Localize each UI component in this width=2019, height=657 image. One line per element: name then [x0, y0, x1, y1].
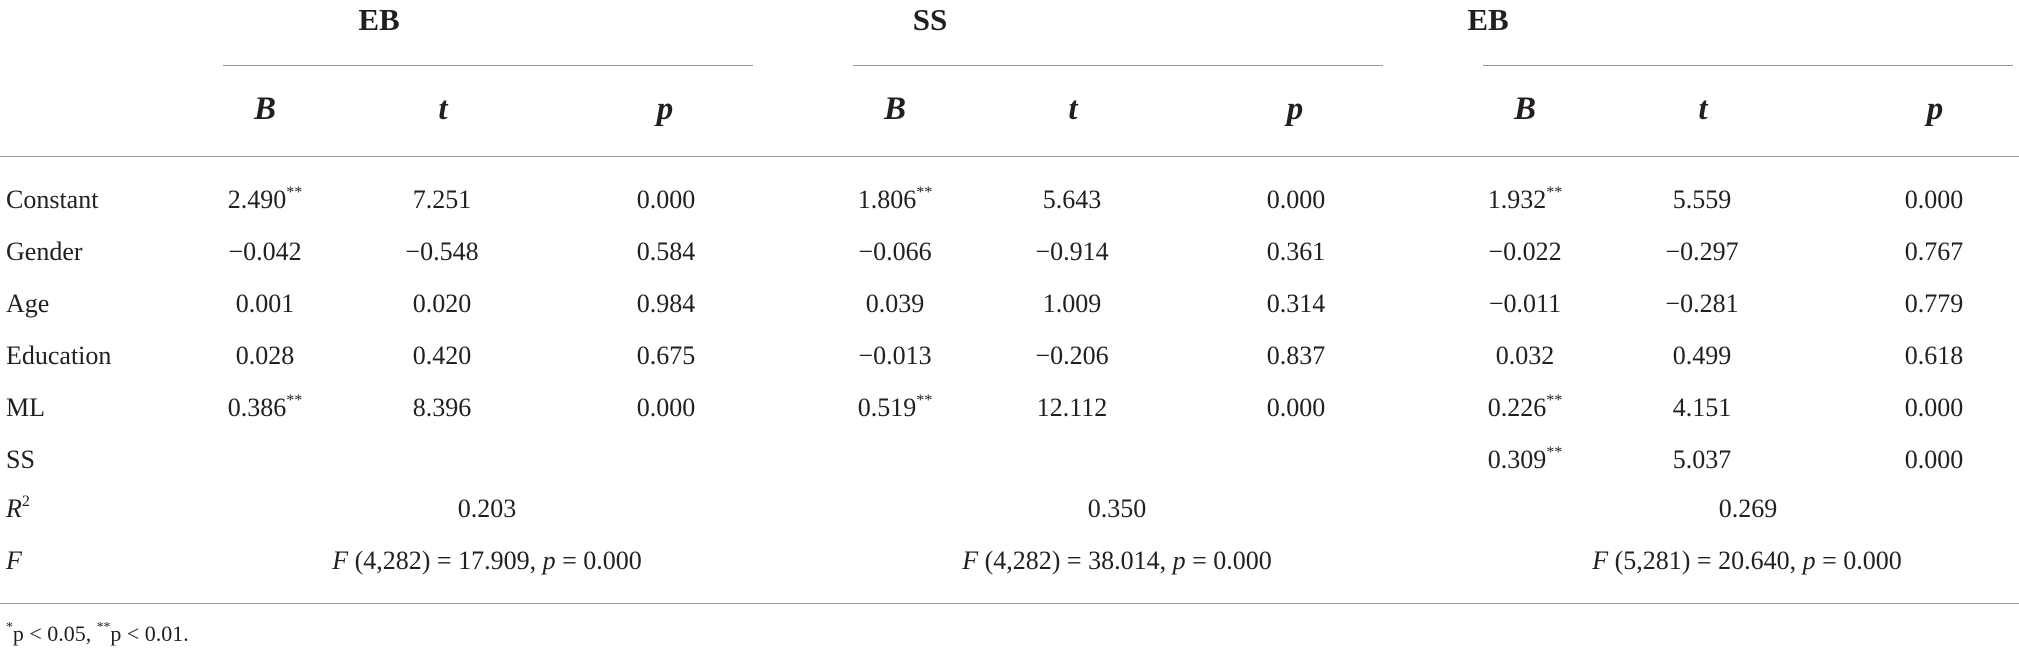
subheader-b-3: B: [1513, 91, 1536, 127]
table-cell: 0.000: [1266, 393, 1326, 422]
table-cell: 8.396: [412, 393, 472, 422]
cell-value: 1.806**: [857, 183, 933, 214]
table-cell: −0.022: [1488, 237, 1562, 266]
table-cell: 0.028: [235, 341, 295, 370]
row-label: Education: [6, 341, 112, 370]
significance-mark: **: [1546, 183, 1563, 201]
table-cell: −0.206: [1035, 341, 1109, 370]
table-cell: 0.618: [1904, 341, 1964, 370]
subheader-t-3: t: [1698, 91, 1708, 127]
table-cell: 0.020: [412, 289, 472, 318]
r2-value-2: 0.350: [1087, 494, 1147, 523]
table-cell: 2.490**: [165, 183, 365, 215]
cell-value: 0.226**: [1487, 391, 1563, 422]
cell-value: 1.932**: [1487, 183, 1563, 214]
table-cell: 0.519**: [795, 391, 995, 423]
table-cell: 0.675: [636, 341, 696, 370]
subheader-p-2: p: [1286, 91, 1304, 127]
table-cell: 0.767: [1904, 237, 1964, 266]
cell-value: 0.309**: [1487, 443, 1563, 474]
significance-mark: **: [1546, 391, 1563, 409]
table-cell: 1.806**: [795, 183, 995, 215]
row-label: Constant: [6, 185, 99, 214]
cell-value: 0.519**: [857, 391, 933, 422]
table-cell: 0.000: [1904, 445, 1964, 474]
significance-mark: **: [916, 391, 933, 409]
table-cell: 0.420: [412, 341, 472, 370]
bottom-rule: [0, 603, 2019, 604]
f-value-1: F (4,282) = 17.909, p = 0.000: [332, 546, 642, 575]
footnote: *p < 0.05, **p < 0.01.: [6, 619, 189, 646]
table-cell: 4.151: [1672, 393, 1732, 422]
group-header-3: EB: [1467, 2, 1509, 37]
table-cell: 0.001: [235, 289, 295, 318]
table-cell: 0.386**: [165, 391, 365, 423]
table-cell: −0.013: [858, 341, 932, 370]
table-cell: 0.032: [1495, 341, 1555, 370]
table-cell: 5.037: [1672, 445, 1732, 474]
subheader-p-1: p: [656, 91, 674, 127]
f-row-label: F: [6, 546, 22, 575]
table-cell: −0.281: [1665, 289, 1739, 318]
table-cell: 1.932**: [1425, 183, 1625, 215]
group-header-1: EB: [358, 2, 400, 37]
table-cell: 0.000: [636, 185, 696, 214]
r2-value-1: 0.203: [457, 494, 517, 523]
table-cell: 0.309**: [1425, 443, 1625, 475]
group-rule-1: [223, 65, 753, 66]
table-cell: 0.000: [1904, 185, 1964, 214]
table-cell: 5.559: [1672, 185, 1732, 214]
significance-mark: **: [1546, 443, 1563, 461]
table-cell: 0.837: [1266, 341, 1326, 370]
subheader-p-3: p: [1926, 91, 1944, 127]
subheader-t-2: t: [1068, 91, 1078, 127]
table-cell: −0.914: [1035, 237, 1109, 266]
table-cell: 0.984: [636, 289, 696, 318]
table-cell: 0.000: [636, 393, 696, 422]
table-cell: −0.011: [1488, 289, 1562, 318]
table-cell: −0.548: [405, 237, 479, 266]
group-rule-2: [853, 65, 1383, 66]
f-value-3: F (5,281) = 20.640, p = 0.000: [1592, 546, 1902, 575]
table-cell: 0.584: [636, 237, 696, 266]
header-rule: [0, 156, 2019, 157]
table-cell: −0.042: [228, 237, 302, 266]
table-cell: 12.112: [1036, 393, 1108, 422]
table-cell: 0.000: [1266, 185, 1326, 214]
row-label: Gender: [6, 237, 83, 266]
group-rule-3: [1483, 65, 2013, 66]
cell-value: 0.386**: [227, 391, 303, 422]
table-cell: −0.297: [1665, 237, 1739, 266]
r2-row-label: R2: [6, 492, 30, 523]
subheader-t-1: t: [438, 91, 448, 127]
subheader-b-1: B: [253, 91, 276, 127]
table-cell: 7.251: [412, 185, 472, 214]
table-cell: 0.499: [1672, 341, 1732, 370]
table-cell: 1.009: [1042, 289, 1102, 318]
table-cell: 0.314: [1266, 289, 1326, 318]
table-cell: 0.039: [865, 289, 925, 318]
group-header-2: SS: [912, 2, 948, 37]
table-cell: 0.000: [1904, 393, 1964, 422]
r2-value-3: 0.269: [1718, 494, 1778, 523]
table-cell: 0.226**: [1425, 391, 1625, 423]
f-value-2: F (4,282) = 38.014, p = 0.000: [962, 546, 1272, 575]
table-cell: 0.361: [1266, 237, 1326, 266]
table-cell: 0.779: [1904, 289, 1964, 318]
subheader-b-2: B: [883, 91, 906, 127]
significance-mark: **: [916, 183, 933, 201]
cell-value: 2.490**: [227, 183, 303, 214]
significance-mark: **: [286, 183, 303, 201]
significance-mark: **: [286, 391, 303, 409]
row-label: Age: [6, 289, 50, 318]
table-cell: −0.066: [858, 237, 932, 266]
row-label: SS: [6, 445, 35, 474]
row-label: ML: [6, 393, 45, 422]
table-cell: 5.643: [1042, 185, 1102, 214]
